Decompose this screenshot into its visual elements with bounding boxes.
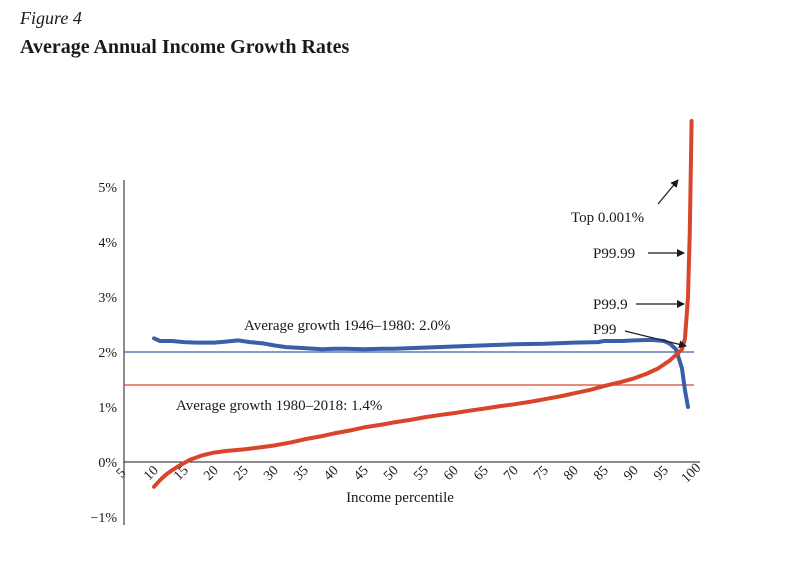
figure-label: Figure 4 (20, 8, 82, 28)
annotation-label: P99 (593, 322, 616, 338)
annotation-label: P99.9 (593, 297, 628, 313)
x-tick-label: 30 (261, 463, 282, 484)
series-line-1980_2018 (152, 119, 694, 489)
x-tick-label: 20 (201, 463, 222, 484)
y-tick-label: 3% (98, 291, 117, 306)
x-tick-label: 55 (411, 463, 432, 484)
reference-line-label: Average growth 1946–1980: 2.0% (244, 318, 450, 334)
x-tick-label: 45 (351, 463, 372, 484)
reference-lines: Average growth 1946–1980: 2.0% Average gr… (124, 318, 694, 414)
y-tick-label: 4% (98, 236, 117, 251)
series-line-1946_1980 (152, 336, 690, 409)
annotation-label: Top 0.001% (571, 210, 644, 226)
annotation-arrow (657, 179, 679, 205)
x-tick-label: 40 (321, 463, 342, 484)
annotation-label: P99.99 (593, 246, 635, 262)
y-tick-label: 1% (98, 401, 117, 416)
x-tick-label: 70 (501, 463, 522, 484)
annotations: Top 0.001% P99.99 P99.9 P99 (571, 179, 687, 349)
x-tick-label: 90 (621, 463, 642, 484)
x-tick-label: 65 (471, 463, 492, 484)
x-tick-label: 100 (679, 461, 704, 486)
x-tick-labels: 5 10 15 20 25 30 35 40 45 50 55 60 65 70 75 80 85 90 95 100 (114, 461, 705, 486)
y-tick-labels: −1% 0% 1% 2% 3% 4% 5% (90, 181, 117, 526)
x-tick-label: 25 (231, 463, 252, 484)
y-tick-label: 2% (98, 346, 117, 361)
x-tick-label: 80 (561, 463, 582, 484)
y-tick-label: 5% (98, 181, 117, 196)
y-tick-label: 0% (98, 456, 117, 471)
x-tick-label: 5 (114, 466, 130, 482)
x-tick-label: 60 (441, 463, 462, 484)
reference-line-label: Average growth 1980–2018: 1.4% (176, 398, 382, 414)
x-tick-label: 75 (531, 463, 552, 484)
x-axis-label: Income percentile (346, 490, 454, 506)
y-tick-label: −1% (90, 511, 117, 526)
x-tick-label: 95 (651, 463, 672, 484)
annotation-arrow (624, 330, 687, 349)
x-tick-label: 50 (381, 463, 402, 484)
series-lines (152, 119, 694, 489)
x-tick-label: 85 (591, 463, 612, 484)
page-title: Average Annual Income Growth Rates (20, 36, 350, 58)
x-tick-label: 35 (291, 463, 312, 484)
